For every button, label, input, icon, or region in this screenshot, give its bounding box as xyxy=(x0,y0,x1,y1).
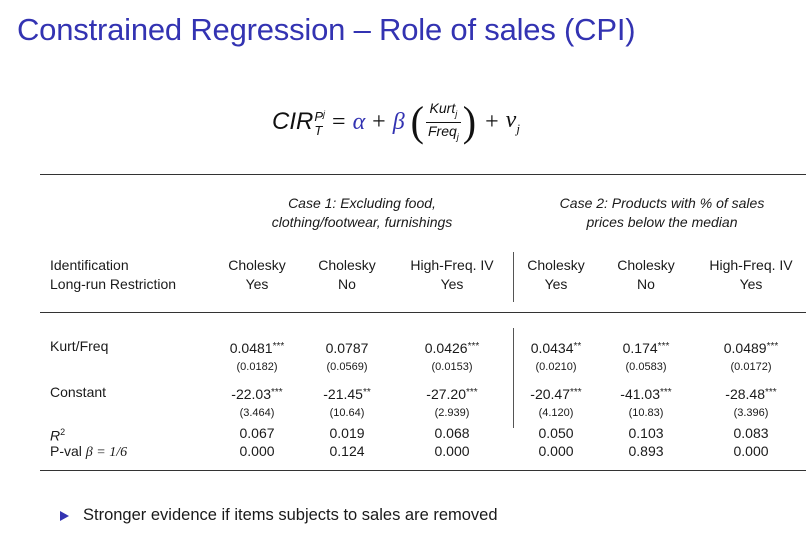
constant-label: Constant xyxy=(50,384,107,400)
col5-restriction: No xyxy=(637,276,655,292)
identification-label: Identification xyxy=(50,257,129,273)
kurt-value: 0.0489*** xyxy=(723,340,779,356)
long-run-restriction-label: Long-run Restriction xyxy=(50,276,177,292)
pval-value: 0.124 xyxy=(329,443,365,459)
pval-value: 0.893 xyxy=(628,443,664,459)
kurt-se: (0.0569) xyxy=(326,361,368,373)
pval-value: 0.000 xyxy=(733,443,769,459)
case1-title-line1: Case 1: Excluding food, xyxy=(288,195,436,211)
kurt-se: (0.0182) xyxy=(236,361,278,373)
col4-restriction: Yes xyxy=(544,276,568,292)
pval-value: 0.000 xyxy=(239,443,275,459)
col6-identification: High-Freq. IV xyxy=(709,257,793,273)
r-squared-label: R2 xyxy=(50,427,66,444)
error-term: νj xyxy=(505,107,520,136)
kurt-freq-fraction: Kurtj Freqj xyxy=(426,99,461,142)
bullet-text: Stronger evidence if items subjects to s… xyxy=(83,506,498,524)
constant-se: (10.64) xyxy=(329,407,365,419)
constant-se: (2.939) xyxy=(434,407,470,419)
regression-equation: CIR Pj T = α + β ( Kurtj Freqj ) + νj xyxy=(272,97,520,146)
pval-value: 0.000 xyxy=(538,443,574,459)
slide-title: Constrained Regression – Role of sales (… xyxy=(17,12,636,47)
beta-symbol: β xyxy=(392,108,405,135)
kurt-value: 0.0426*** xyxy=(424,340,480,356)
col2-identification: Cholesky xyxy=(318,257,376,273)
case-divider-header xyxy=(513,252,514,302)
constant-se: (3.464) xyxy=(239,407,275,419)
constant-se: (10.83) xyxy=(628,407,664,419)
r-squared-value: 0.083 xyxy=(733,425,769,441)
equation-lhs: CIR xyxy=(272,108,314,135)
r-squared-value: 0.050 xyxy=(538,425,574,441)
alpha-symbol: α xyxy=(352,108,366,135)
col1-restriction: Yes xyxy=(245,276,269,292)
col4-identification: Cholesky xyxy=(527,257,585,273)
r-squared-value: 0.103 xyxy=(628,425,664,441)
constant-se: (4.120) xyxy=(538,407,574,419)
r-squared-value: 0.019 xyxy=(329,425,365,441)
constant-value: -41.03*** xyxy=(620,386,672,402)
r-squared-value: 0.068 xyxy=(434,425,470,441)
kurt-freq-label: Kurt/Freq xyxy=(50,338,109,354)
kurt-se: (0.0153) xyxy=(431,361,473,373)
kurt-se: (0.0210) xyxy=(535,361,577,373)
kurt-se: (0.0583) xyxy=(625,361,667,373)
col6-restriction: Yes xyxy=(739,276,763,292)
bullet-triangle-icon xyxy=(60,510,69,521)
bullet-item: Stronger evidence if items subjects to s… xyxy=(60,506,498,525)
kurt-value: 0.0434** xyxy=(530,340,582,356)
r-squared-value: 0.067 xyxy=(239,425,275,441)
constant-value: -21.45** xyxy=(323,386,371,402)
kurt-value: 0.174*** xyxy=(622,340,670,356)
col5-identification: Cholesky xyxy=(617,257,675,273)
case1-title-line2: clothing/footwear, furnishings xyxy=(271,214,453,230)
case2-title-line2: prices below the median xyxy=(586,214,738,230)
constant-value: -27.20*** xyxy=(426,386,478,402)
constant-se: (3.396) xyxy=(733,407,769,419)
constant-value: -22.03*** xyxy=(231,386,283,402)
constant-value: -20.47*** xyxy=(530,386,582,402)
pval-value: 0.000 xyxy=(434,443,470,459)
table-bottom-rule xyxy=(40,470,806,471)
kurt-value: 0.0481*** xyxy=(229,340,285,356)
table-top-rule xyxy=(40,174,806,175)
col2-restriction: No xyxy=(338,276,356,292)
col3-identification: High-Freq. IV xyxy=(410,257,494,273)
constant-value: -28.48*** xyxy=(725,386,777,402)
case-divider-body xyxy=(513,328,514,428)
kurt-se: (0.0172) xyxy=(730,361,772,373)
col3-restriction: Yes xyxy=(440,276,464,292)
pval-label: P-val β = 1/6 xyxy=(50,443,128,460)
col1-identification: Cholesky xyxy=(228,257,286,273)
kurt-value: 0.0787 xyxy=(325,340,369,356)
table-header-rule xyxy=(40,312,806,313)
case2-title-line1: Case 2: Products with % of sales xyxy=(559,195,765,211)
